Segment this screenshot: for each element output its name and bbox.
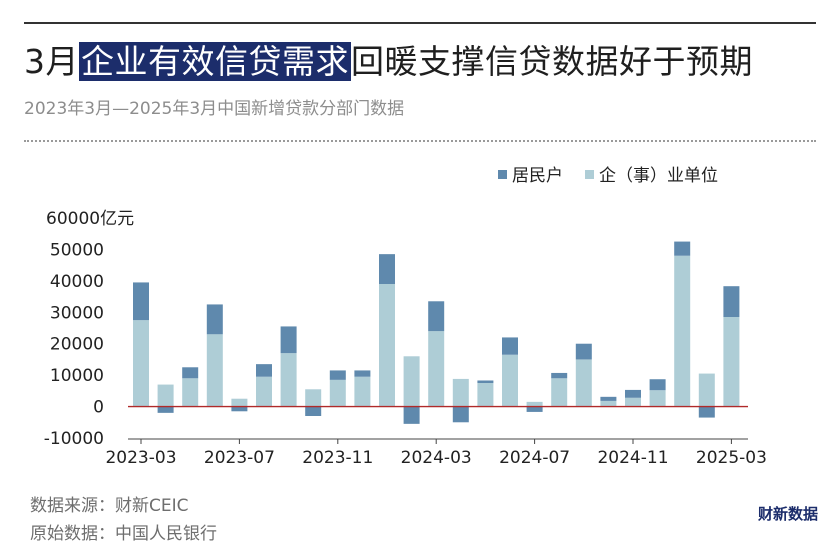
bar-enterprise xyxy=(625,397,641,407)
bar-household xyxy=(526,406,543,412)
bar-enterprise xyxy=(157,384,174,407)
bar-enterprise xyxy=(502,354,518,407)
x-tick-label: 2024-07 xyxy=(499,448,570,468)
bar-household xyxy=(428,301,445,332)
bar-enterprise xyxy=(133,320,149,407)
bar-enterprise xyxy=(329,379,346,407)
bar-household xyxy=(329,370,346,380)
bar-household xyxy=(723,286,740,317)
bar-enterprise xyxy=(698,373,715,407)
y-tick-label: 30000 xyxy=(50,303,104,323)
bar-enterprise xyxy=(674,255,691,407)
bar-household xyxy=(256,364,272,377)
title-highlight: 企业有效信贷需求 xyxy=(79,42,351,81)
bar-household xyxy=(231,406,248,412)
bar-household xyxy=(452,406,469,423)
y-tick-label: 40000 xyxy=(50,272,104,292)
bar-enterprise xyxy=(452,378,469,407)
bar-enterprise xyxy=(600,400,617,407)
bar-enterprise xyxy=(526,401,543,407)
bar-household xyxy=(477,380,494,383)
bar-household xyxy=(674,241,691,256)
legend-label-enterprise: 企（事）业单位 xyxy=(599,166,718,186)
bar-household xyxy=(698,406,715,418)
brand-logo: 财新数据 xyxy=(757,505,818,523)
raw-data-source: 原始数据：中国人民银行 xyxy=(30,524,217,544)
bar-household xyxy=(551,372,568,379)
page-title: 3月企业有效信贷需求回暖支撑信贷数据好于预期 xyxy=(24,40,753,84)
bar-household xyxy=(305,406,322,416)
bar-household xyxy=(403,406,420,424)
y-tick-label: 50000 xyxy=(50,240,104,260)
x-tick-label: 2023-07 xyxy=(204,448,275,468)
bar-enterprise xyxy=(551,378,568,407)
bar-household xyxy=(625,389,641,398)
bar-enterprise xyxy=(403,356,420,407)
legend-swatch-enterprise xyxy=(585,170,594,179)
y-axis-unit-label: 60000亿元 xyxy=(46,209,134,229)
dotted-divider xyxy=(24,140,816,142)
bar-enterprise xyxy=(649,390,666,407)
bar-household xyxy=(600,396,617,401)
bar-household xyxy=(133,282,149,321)
bar-enterprise xyxy=(723,317,740,407)
bar-household xyxy=(157,406,174,413)
bar-household xyxy=(379,254,395,284)
bar-enterprise xyxy=(477,383,494,407)
data-source: 数据来源：财新CEIC xyxy=(30,496,189,516)
x-tick-label: 2025-03 xyxy=(696,448,767,468)
bar-enterprise xyxy=(206,334,223,407)
bar-enterprise xyxy=(379,284,395,407)
bar-enterprise xyxy=(428,331,445,407)
bar-household xyxy=(280,326,297,354)
x-tick-label: 2024-03 xyxy=(401,448,472,468)
bar-enterprise xyxy=(575,359,592,407)
legend-label-household: 居民户 xyxy=(512,166,563,186)
x-tick-label: 2024-11 xyxy=(597,448,668,468)
y-tick-label: -10000 xyxy=(44,429,104,449)
bar-enterprise xyxy=(231,398,248,407)
x-tick-label: 2023-03 xyxy=(105,448,176,468)
bar-household xyxy=(502,337,518,355)
top-rule xyxy=(24,22,816,24)
bar-household xyxy=(206,304,223,335)
y-tick-label: 20000 xyxy=(50,335,104,355)
x-tick-label: 2023-11 xyxy=(302,448,373,468)
bar-enterprise xyxy=(354,376,371,407)
bar-household xyxy=(354,370,371,377)
title-post: 回暖支撑信贷数据好于预期 xyxy=(351,42,753,81)
bar-enterprise xyxy=(280,353,297,407)
y-tick-label: 10000 xyxy=(50,366,104,386)
bar-household xyxy=(649,379,666,391)
bar-enterprise xyxy=(305,389,322,407)
y-tick-label: 0 xyxy=(93,398,104,418)
bar-household xyxy=(182,367,199,379)
legend-swatch-household xyxy=(498,170,507,179)
bar-enterprise xyxy=(256,376,272,407)
bar-enterprise xyxy=(182,378,199,407)
title-pre: 3月 xyxy=(24,42,79,81)
bar-household xyxy=(575,343,592,360)
page-subtitle: 2023年3月—2025年3月中国新增贷款分部门数据 xyxy=(24,99,405,119)
